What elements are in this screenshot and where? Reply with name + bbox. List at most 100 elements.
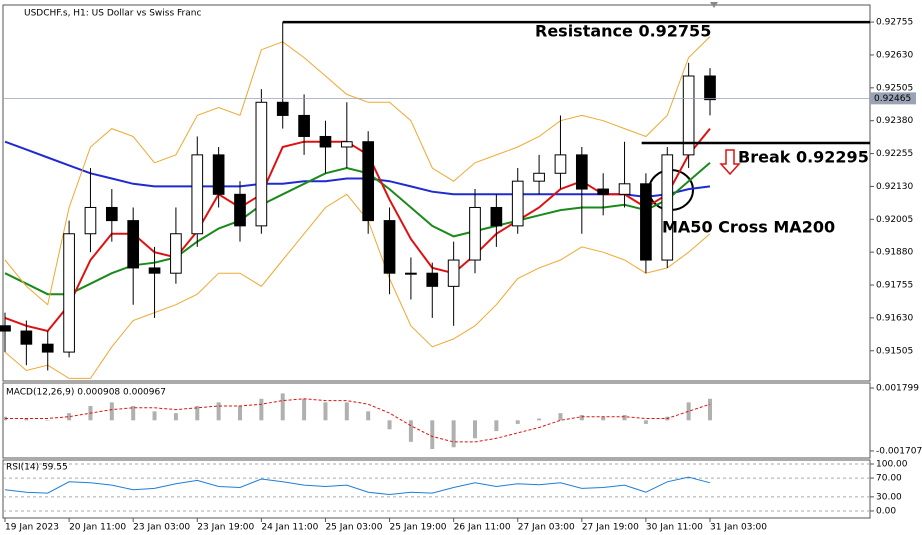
candle-body	[234, 193, 246, 227]
y-tick-label: 100.00	[876, 459, 908, 469]
macd-bar	[131, 405, 136, 421]
macd-bar	[344, 402, 349, 421]
y-tick-label: 70.00	[876, 474, 902, 484]
annotation: Break 0.92295	[738, 148, 869, 167]
annotation: MA50 Cross MA200	[662, 218, 835, 237]
indicator-line	[4, 140, 711, 198]
x-tick-label: 24 Jan 11:00	[261, 523, 318, 533]
macd-bar	[558, 413, 563, 421]
y-tick-label: 0.92005	[876, 215, 913, 225]
candle-body	[533, 172, 545, 182]
panel-title: MACD(12,26,9) 0.000908 0.000967	[6, 388, 166, 398]
candle-body	[661, 154, 674, 261]
candle-body	[319, 135, 332, 148]
x-tick-label: 31 Jan 03:00	[710, 523, 767, 533]
chart-title: USDCHF.s, H1: US Dollar vs Swiss Franc	[24, 9, 201, 19]
y-tick-label: 0.00	[876, 506, 896, 516]
candle-body	[469, 206, 481, 261]
down-arrow	[719, 149, 741, 176]
x-tick-label: 23 Jan 19:00	[197, 523, 254, 533]
candle-body	[511, 180, 524, 227]
candle-body	[405, 272, 417, 275]
y-tick-label: 0.92130	[876, 182, 913, 192]
macd-bar	[45, 420, 50, 421]
macd-bar	[494, 420, 499, 432]
y-tick-label: 0.91505	[876, 346, 913, 356]
macd-bar	[24, 418, 29, 421]
candle-body	[426, 272, 439, 287]
shift-marker	[710, 2, 718, 8]
macd-bar	[708, 398, 712, 421]
candle-body	[490, 206, 503, 227]
macd-bar	[622, 414, 627, 421]
y-tick-label: -0.001707	[876, 446, 922, 456]
candle-body	[212, 154, 225, 195]
macd-bar	[109, 402, 114, 421]
x-tick-label: 23 Jan 03:00	[133, 523, 190, 533]
candle-body	[682, 75, 695, 156]
x-tick-label: 20 Jan 11:00	[69, 523, 126, 533]
panel-title: RSI(14) 59.55	[6, 463, 68, 473]
x-tick-label: 25 Jan 19:00	[390, 523, 447, 533]
y-tick-label: 0.91755	[876, 281, 913, 291]
x-tick-label: 30 Jan 11:00	[646, 523, 703, 533]
macd-bar	[643, 420, 648, 424]
y-tick-label: 0.92630	[876, 50, 913, 60]
macd-bar	[259, 398, 264, 421]
candle-body	[0, 325, 11, 332]
y-tick-label: 0.91880	[876, 248, 913, 258]
candle-body	[298, 114, 310, 137]
macd-bar	[515, 420, 520, 424]
indicator-line	[4, 127, 711, 333]
candle-body	[597, 188, 610, 195]
candle-body	[340, 141, 353, 148]
candle-body	[575, 154, 588, 190]
candle-body	[276, 101, 289, 116]
macd-bar	[473, 420, 477, 439]
macd-bar	[195, 405, 200, 421]
candle-body	[148, 267, 161, 274]
macd-bar	[451, 420, 456, 448]
macd-bar	[216, 402, 221, 421]
candle-body	[704, 75, 716, 101]
rsi-line	[4, 476, 711, 496]
candle-body	[170, 233, 182, 274]
macd-bar	[302, 398, 307, 421]
macd-bar	[67, 413, 72, 421]
macd-bar	[280, 393, 285, 421]
macd-bar	[152, 411, 157, 421]
candle-body	[191, 154, 204, 235]
annotation: Resistance 0.92755	[535, 22, 711, 41]
x-tick-label: 26 Jan 11:00	[454, 523, 511, 533]
candle-body	[447, 259, 460, 287]
candle-body	[640, 183, 652, 261]
candle-body	[255, 101, 268, 227]
x-tick-label: 27 Jan 19:00	[582, 523, 639, 533]
candle-body	[362, 141, 375, 222]
macd-bar	[408, 420, 413, 442]
indicator-line	[4, 193, 711, 379]
candle-body	[127, 220, 140, 269]
y-tick-label: 0.92755	[876, 18, 913, 28]
macd-bar	[173, 413, 178, 421]
macd-bar	[430, 420, 435, 450]
y-tick-label: 30.00	[876, 492, 902, 502]
macd-panel	[2, 382, 871, 459]
rsi-panel	[2, 459, 871, 519]
x-tick-label: 19 Jan 2023	[5, 523, 59, 533]
candle-body	[41, 343, 54, 353]
indicator-line	[4, 162, 711, 296]
candle-body	[84, 206, 97, 235]
y-tick-label: 0.92255	[876, 149, 913, 159]
macd-bar	[238, 405, 242, 421]
macd-bar	[366, 411, 371, 421]
y-tick-label: 0.92505	[876, 83, 913, 93]
candle-body	[105, 206, 118, 222]
macd-bar	[579, 414, 584, 421]
y-tick-label: 0.001799	[876, 384, 919, 394]
x-tick-label: 25 Jan 03:00	[325, 523, 382, 533]
macd-bar	[323, 402, 328, 421]
last-price-box	[870, 92, 916, 105]
